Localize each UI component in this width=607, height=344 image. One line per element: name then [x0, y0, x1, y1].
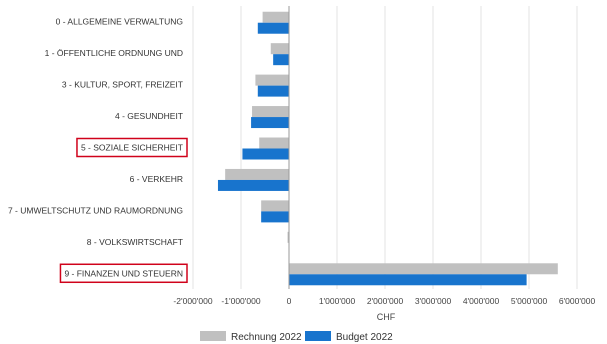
- x-tick-label: 4'000'000: [463, 296, 500, 306]
- bar-rechnung-2[interactable]: [255, 74, 289, 86]
- bar-budget-4[interactable]: [242, 148, 289, 160]
- bar-rechnung-1[interactable]: [270, 43, 289, 55]
- bar-rechnung-3[interactable]: [252, 106, 289, 118]
- bar-budget-5[interactable]: [217, 179, 289, 191]
- legend-swatch: [200, 331, 226, 341]
- x-tick-label: 5'000'000: [511, 296, 548, 306]
- bars: [217, 11, 558, 286]
- x-axis-title: CHF: [377, 312, 396, 322]
- bar-rechnung-6[interactable]: [261, 200, 289, 212]
- bar-rechnung-4[interactable]: [259, 137, 289, 149]
- legend-item-rechnung[interactable]: Rechnung 2022: [200, 331, 302, 343]
- x-tick-labels: -2'000'000 -1'000'000 0 1'000'000 2'000'000 3…: [173, 296, 595, 306]
- category-label: 6 - VERKEHR: [130, 174, 183, 184]
- highlight-box: [76, 137, 188, 158]
- legend[interactable]: Rechnung 2022 Budget 2022: [200, 331, 393, 343]
- x-tick-label: 0: [287, 296, 292, 306]
- highlight-box: [59, 263, 188, 284]
- legend-item-budget[interactable]: Budget 2022: [305, 331, 393, 343]
- category-label: 4 - GESUNDHEIT: [115, 111, 183, 121]
- bar-rechnung-7[interactable]: [287, 231, 289, 243]
- category-label: 3 - KULTUR, SPORT, FREIZEIT: [62, 80, 183, 90]
- x-tick-label: 1'000'000: [319, 296, 356, 306]
- category-label: 9 - FINANZEN UND STEUERN: [64, 268, 183, 278]
- bar-budget-2[interactable]: [257, 85, 289, 97]
- x-tick-label: -1'000'000: [221, 296, 260, 306]
- category-label: 1 - ÖFFENTLICHE ORDNUNG UND: [45, 48, 183, 58]
- category-label: 8 - VOLKSWIRTSCHAFT: [87, 237, 183, 247]
- x-tick-label: 3'000'000: [415, 296, 452, 306]
- legend-swatch: [305, 331, 331, 341]
- bar-rechnung-0[interactable]: [262, 11, 289, 23]
- category-label: 0 - ALLGEMEINE VERWALTUNG: [56, 17, 183, 27]
- x-tick-label: -2'000'000: [173, 296, 212, 306]
- category-label: 7 - UMWELTSCHUTZ UND RAUMORDNUNG: [8, 205, 183, 215]
- category-label: 5 - SOZIALE SICHERHEIT: [81, 143, 183, 153]
- bar-budget-0[interactable]: [257, 22, 289, 34]
- legend-label: Rechnung 2022: [231, 332, 302, 343]
- x-tick-label: 2'000'000: [367, 296, 404, 306]
- bar-rechnung-8[interactable]: [289, 263, 558, 275]
- grid-lines: [192, 6, 578, 289]
- bar-budget-6[interactable]: [261, 211, 289, 223]
- category-labels: 0 - ALLGEMEINE VERWALTUNG 1 - ÖFFENTLICHE…: [8, 17, 188, 284]
- bar-budget-3[interactable]: [251, 117, 289, 129]
- legend-label: Budget 2022: [336, 332, 393, 343]
- bar-rechnung-5[interactable]: [225, 168, 289, 180]
- bar-budget-8[interactable]: [289, 274, 527, 286]
- bar-budget-1[interactable]: [273, 54, 289, 66]
- x-tick-label: 6'000'000: [559, 296, 596, 306]
